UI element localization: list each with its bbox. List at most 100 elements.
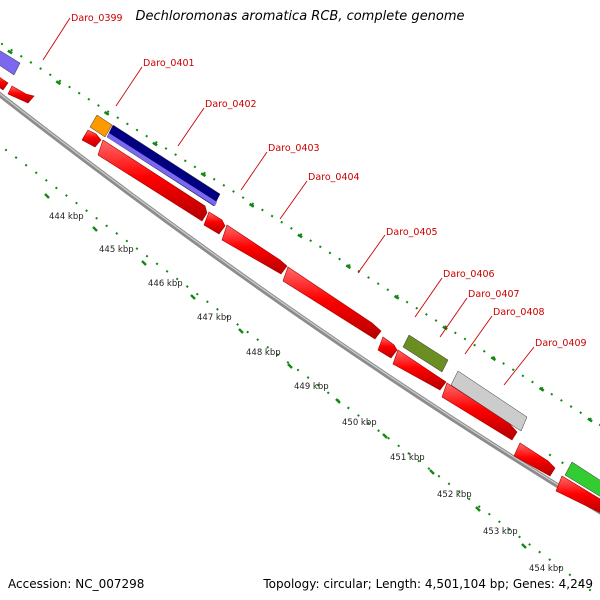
tick-label-450: 450 kbp (342, 418, 377, 428)
inner-tick-8 (85, 209, 88, 213)
outer-tick-35 (338, 257, 341, 261)
gene-label-daro-0408[interactable]: Daro_0408 (493, 307, 545, 318)
outer-tick-60 (579, 411, 583, 415)
outer-major-tick-1 (55, 80, 62, 86)
outer-tick-6 (58, 79, 62, 83)
gene-label-daro-0406[interactable]: Daro_0406 (443, 269, 495, 280)
gene-daro-0408-feature[interactable] (450, 370, 528, 432)
outer-tick-20 (193, 165, 197, 169)
inner-tick-55 (558, 565, 562, 569)
inner-tick-9 (95, 216, 99, 220)
gene-reverse-12[interactable] (555, 475, 600, 516)
inner-tick-50 (508, 527, 511, 531)
gene-daro-0406-feature[interactable] (402, 334, 449, 373)
outer-major-tick-12 (587, 417, 593, 423)
inner-tick-58 (588, 588, 592, 592)
outer-tick-30 (289, 226, 293, 230)
gene-reverse-9[interactable] (392, 349, 447, 391)
outer-tick-58 (560, 399, 563, 402)
outer-tick-9 (87, 97, 91, 101)
outer-tick-b-0 (548, 453, 552, 457)
outer-tick-45 (434, 319, 438, 322)
outer-major-tick-11 (538, 386, 545, 392)
outer-tick-24 (232, 190, 235, 193)
outer-major-tick-8 (393, 294, 400, 300)
map-title: Dechloromonas aromatica RCB, complete ge… (135, 9, 465, 24)
inner-tick-2 (24, 163, 28, 167)
gene-label-daro-0404[interactable]: Daro_0404 (308, 172, 360, 183)
outer-tick-13 (126, 122, 129, 126)
inner-tick-15 (155, 262, 159, 266)
outer-tick-28 (270, 214, 274, 218)
inner-tick-51 (518, 535, 521, 539)
tick-marks (0, 42, 600, 592)
gene-label-daro-0405[interactable]: Daro_0405 (386, 227, 438, 238)
gene-reverse-1[interactable] (0, 76, 9, 91)
outer-tick-46 (444, 325, 448, 329)
outer-tick-23 (222, 183, 226, 187)
gene-reverse-8[interactable] (377, 336, 398, 359)
outer-tick-55 (531, 380, 534, 384)
outer-tick-53 (511, 368, 515, 372)
outer-tick-44 (425, 313, 428, 316)
outer-tick-27 (261, 208, 264, 212)
outer-major-tick-3 (152, 141, 158, 147)
gene-reverse-3[interactable] (81, 129, 102, 148)
outer-major-tick-10 (490, 356, 497, 362)
outer-major-tick-5 (248, 202, 255, 208)
outer-tick-2 (19, 54, 23, 58)
outer-tick-38 (367, 276, 370, 279)
gene-label-daro-0401[interactable]: Daro_0401 (143, 58, 195, 69)
gene-label-daro-0407[interactable]: Daro_0407 (468, 289, 520, 300)
outer-major-tick-2 (103, 110, 110, 116)
inner-tick-40 (407, 452, 411, 455)
outer-tick-47 (453, 331, 457, 335)
gene-reverse-4[interactable] (97, 139, 208, 222)
inner-tick-37 (377, 429, 380, 433)
outer-tick-14 (135, 128, 139, 132)
gene-label-daro-0403[interactable]: Daro_0403 (268, 143, 320, 154)
gene-reverse-11[interactable] (513, 442, 556, 477)
inner-tick-38 (387, 436, 391, 440)
tick-label-454: 454 kbp (529, 564, 564, 574)
outer-tick-15 (145, 134, 149, 138)
gene-label-daro-0402[interactable]: Daro_0402 (205, 99, 257, 110)
tick-label-446: 446 kbp (148, 279, 183, 289)
outer-tick-17 (164, 147, 168, 150)
inner-tick-22 (226, 315, 229, 319)
inner-tick-42 (427, 467, 431, 471)
outer-tick-0 (0, 42, 4, 46)
gene-reverse-2[interactable] (7, 85, 35, 104)
outer-major-tick-4 (200, 172, 207, 178)
topology-text: Topology: circular; Length: 4,501,104 bp… (263, 577, 593, 591)
outer-major-tick-7 (345, 264, 352, 270)
inner-tick-27 (276, 353, 280, 357)
outer-tick-22 (212, 177, 216, 181)
gene-daro-0399-feature[interactable] (0, 47, 21, 76)
gene-reverse-7[interactable] (282, 266, 382, 340)
outer-major-tick-0 (7, 49, 13, 55)
inner-tick-44 (447, 482, 451, 486)
inner-tick-26 (266, 345, 270, 349)
inner-tick-19 (195, 292, 199, 296)
inner-tick-20 (205, 300, 209, 304)
inner-tick-53 (538, 550, 542, 554)
inner-tick-24 (246, 330, 250, 334)
gene-label-daro-0399[interactable]: Daro_0399 (71, 13, 123, 24)
tick-label-452: 452 kbp (437, 490, 472, 500)
gene-reverse-6[interactable] (221, 224, 288, 275)
inner-major-tick-0 (44, 193, 50, 199)
inner-tick-30 (306, 376, 310, 379)
outer-tick-40 (386, 288, 390, 292)
inner-tick-45 (457, 489, 461, 493)
inner-tick-3 (34, 171, 38, 175)
gene-daro-0409-feature[interactable] (564, 461, 600, 500)
inner-major-tick-1 (92, 226, 98, 232)
gene-daro-0401-feature[interactable] (89, 114, 113, 138)
outer-tick-59 (569, 405, 573, 408)
inner-tick-23 (236, 323, 239, 326)
gene-reverse-5[interactable] (203, 211, 226, 235)
tick-label-451: 451 kbp (390, 453, 425, 463)
gene-label-daro-0409[interactable]: Daro_0409 (535, 338, 587, 349)
